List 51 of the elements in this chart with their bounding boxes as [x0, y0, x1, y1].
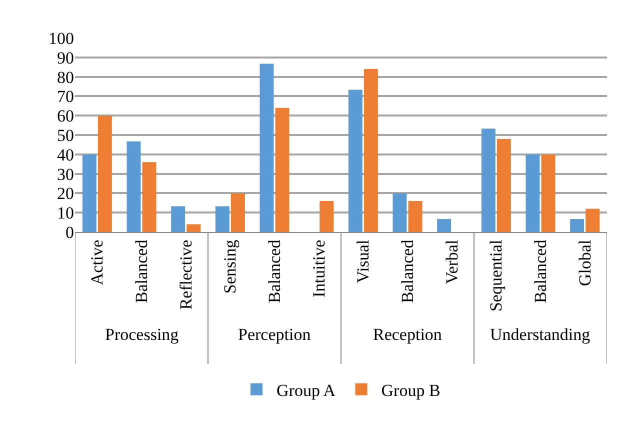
x-tick-label: Balanced	[398, 239, 418, 304]
y-tick-label: 100	[48, 28, 74, 48]
bar	[186, 224, 201, 232]
x-tick-label: Visual	[354, 240, 373, 284]
bar	[215, 206, 230, 232]
bar	[526, 154, 540, 232]
x-tick-label: Verbal	[442, 240, 462, 284]
legend-label: Group B	[381, 380, 440, 400]
bar	[496, 138, 511, 232]
bar	[171, 206, 186, 232]
bar	[230, 193, 245, 232]
bar	[320, 200, 334, 232]
y-tick-label: 30	[57, 164, 74, 184]
bar	[437, 219, 452, 232]
y-tick-label: 90	[57, 48, 74, 68]
x-tick-label: Active	[88, 240, 107, 286]
bar	[541, 154, 556, 232]
bar	[570, 219, 584, 232]
legend-label: Group A	[276, 380, 336, 400]
bar	[142, 162, 156, 232]
x-tick-label: Global	[575, 240, 594, 286]
bar	[275, 108, 290, 232]
y-tick-label: 80	[57, 68, 74, 87]
bar	[126, 141, 141, 232]
text: Processing	[105, 325, 180, 344]
bar	[98, 116, 112, 232]
x-tick-label: Reflective	[176, 240, 196, 310]
x-tick-label: Sensing	[220, 239, 240, 294]
bar	[348, 90, 362, 232]
bar	[392, 193, 407, 232]
y-tick-label: 0	[66, 222, 74, 242]
x-tick-label: Balanced	[531, 239, 550, 304]
bar	[364, 69, 378, 232]
bar	[408, 200, 422, 232]
y-tick-label: 40	[57, 145, 74, 164]
y-tick-label: 70	[57, 87, 74, 106]
bar	[260, 64, 274, 232]
text: Understanding	[490, 325, 591, 344]
y-tick-label: 10	[57, 204, 74, 223]
y-tick-label: 20	[57, 184, 74, 204]
text: Reception	[373, 325, 442, 344]
bar	[82, 154, 96, 232]
x-tick-label: Intuitive	[309, 240, 328, 298]
text: Perception	[238, 325, 312, 344]
x-tick-label: Balanced	[265, 239, 284, 304]
x-tick-label: Balanced	[132, 239, 152, 304]
y-tick-label: 60	[57, 106, 74, 126]
bar	[481, 128, 496, 232]
y-tick-label: 50	[57, 126, 74, 145]
x-tick-label: Sequential	[486, 240, 506, 312]
bar	[586, 208, 600, 232]
